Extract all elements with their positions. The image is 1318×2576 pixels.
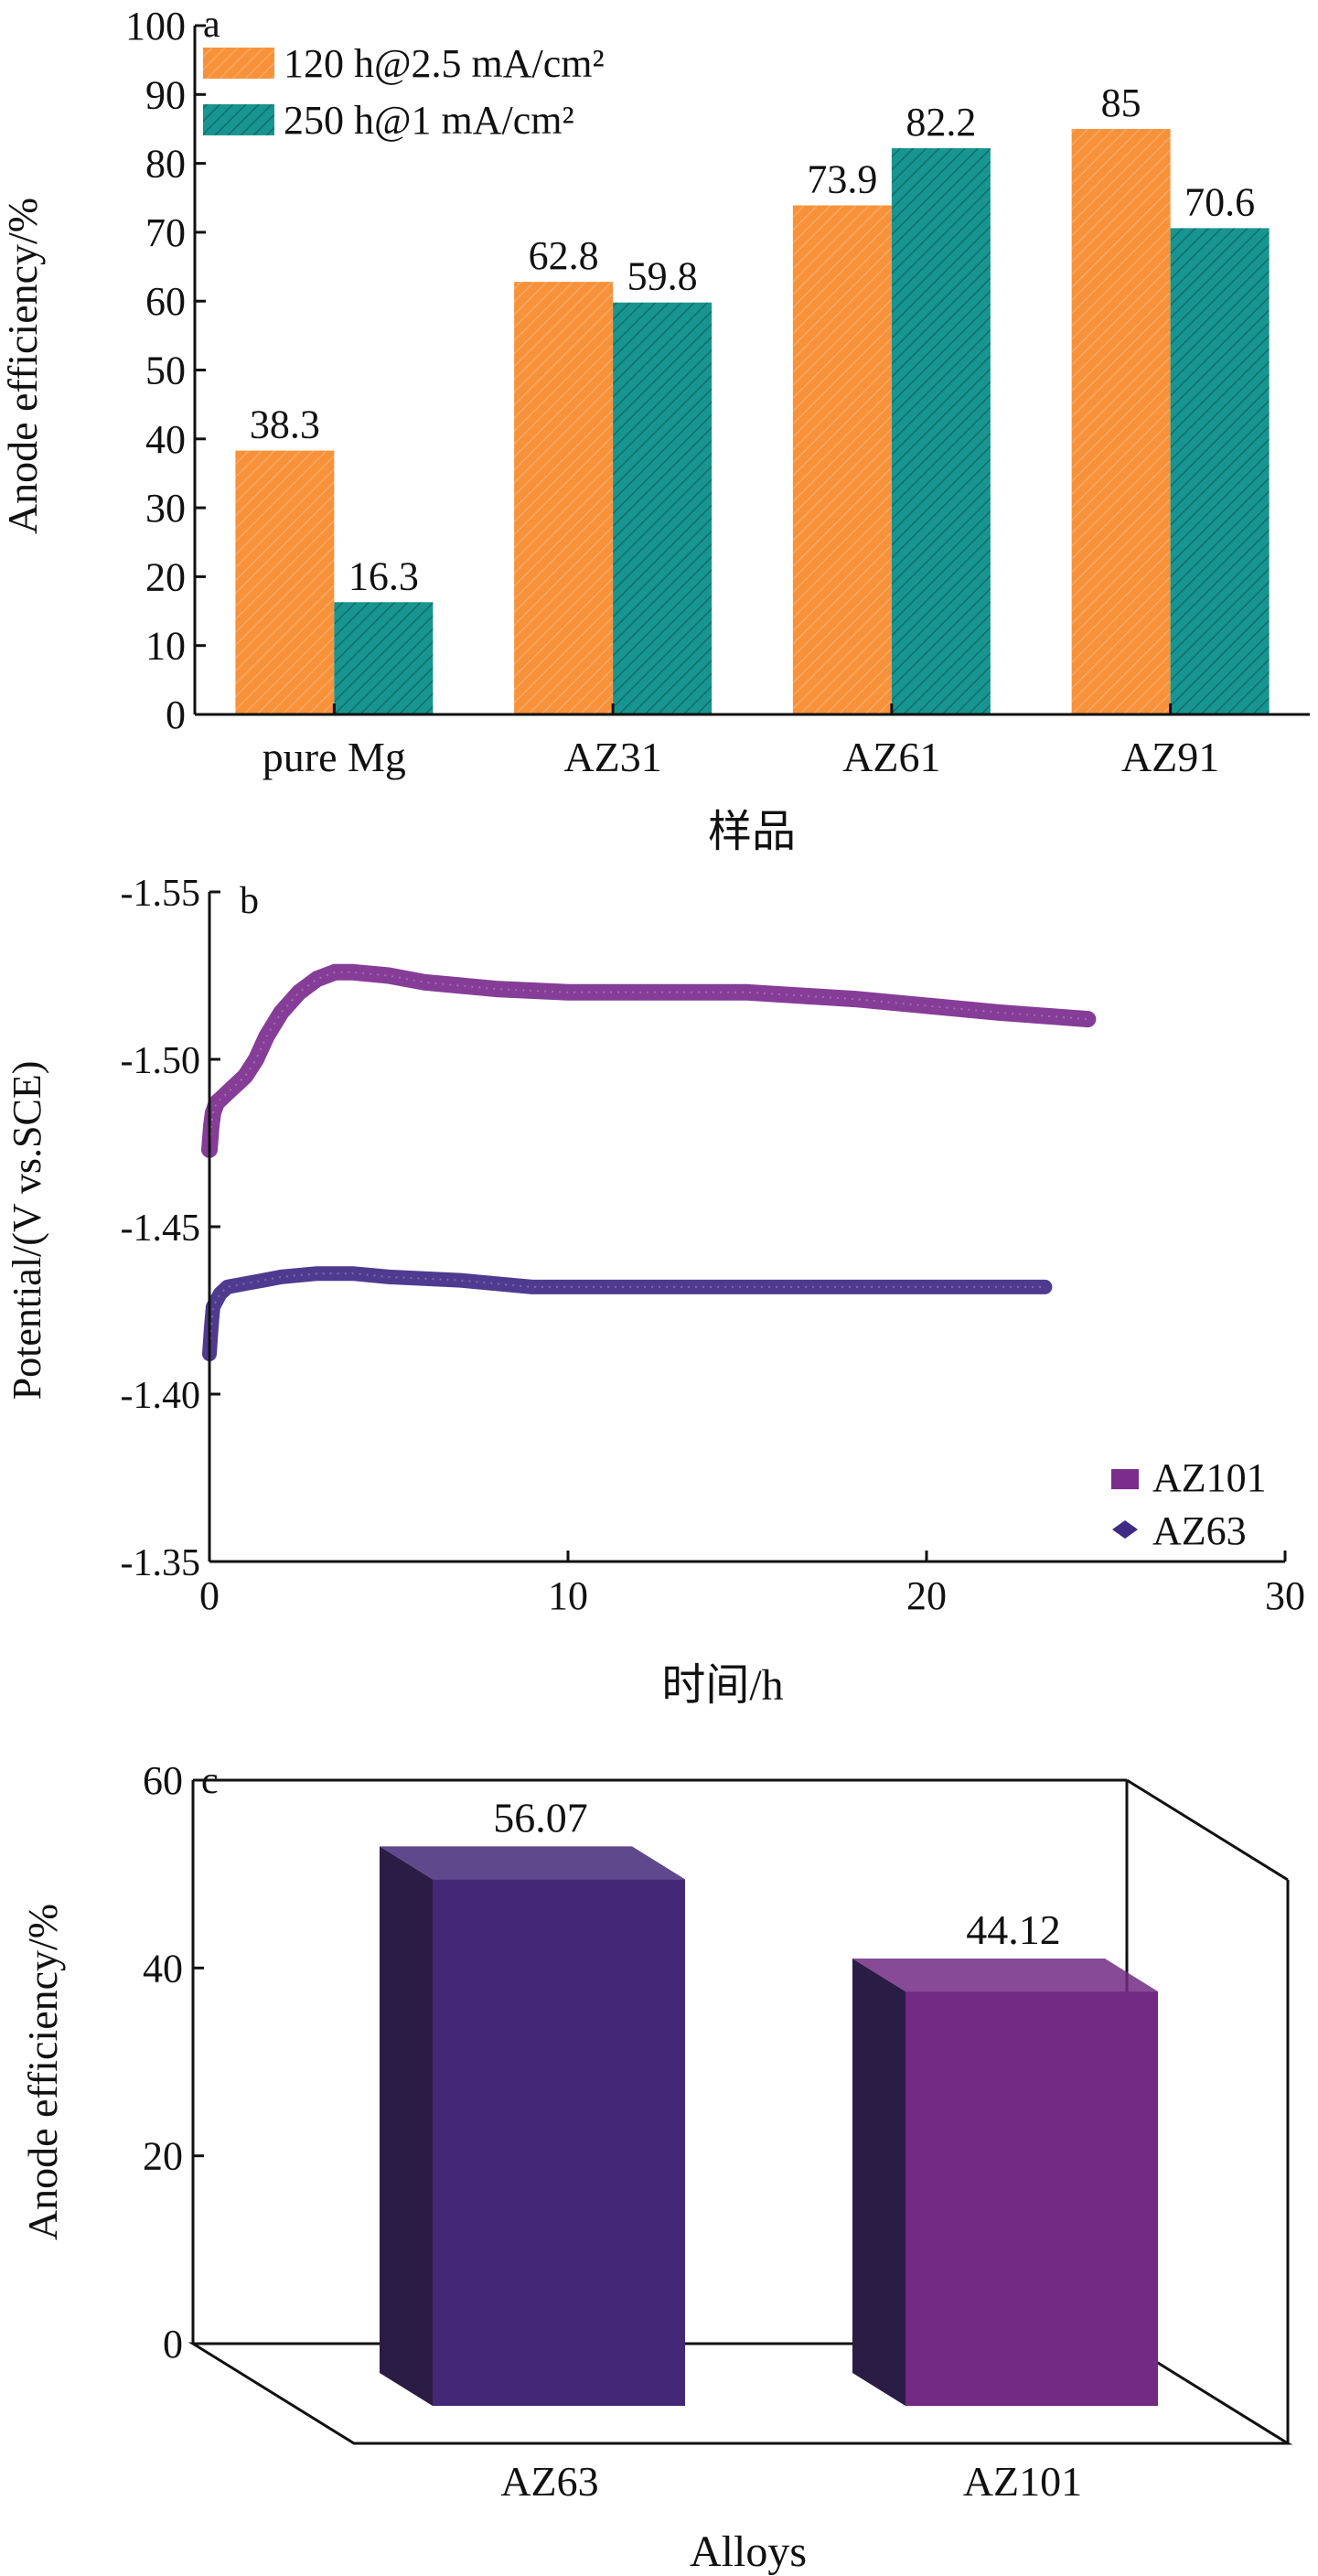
bar3d-side-az63 bbox=[380, 1846, 433, 2406]
data-label-pure-mg-series-1: 38.3 bbox=[250, 402, 320, 447]
y-tick-label-1-55: -1.55 bbox=[121, 873, 201, 915]
legend-swatch-250h bbox=[203, 104, 274, 135]
legend-label-250h: 250 h@1 mA/cm² bbox=[284, 98, 574, 143]
panel-c-y-axis-label: Anode efficiency/% bbox=[19, 1904, 66, 2240]
data-label-az63: 56.07 bbox=[493, 1794, 588, 1841]
y-tick-label-1-50: -1.50 bbox=[121, 1040, 201, 1082]
panel-c-bars bbox=[380, 1846, 1158, 2406]
data-label-az61-series-1: 73.9 bbox=[807, 157, 877, 202]
bar3d-front-az101 bbox=[905, 1991, 1158, 2406]
x-tick-label-pure-mg: pure Mg bbox=[263, 734, 406, 780]
y-tick-label-30: 30 bbox=[145, 486, 186, 531]
legend-swatch-120h bbox=[203, 48, 274, 79]
y-tick-label-1-40: -1.40 bbox=[121, 1375, 201, 1417]
y-tick-label-70: 70 bbox=[145, 210, 186, 255]
panel-b-legend: AZ101 AZ63 bbox=[1111, 1455, 1267, 1553]
bar3d-top-az63 bbox=[380, 1846, 685, 1880]
y-tick-label-40: 40 bbox=[143, 1946, 183, 1991]
bar-az31-series-2 bbox=[613, 302, 713, 714]
data-label-pure-mg-series-2: 16.3 bbox=[348, 553, 419, 598]
bar-pure-mg-series-2 bbox=[334, 602, 434, 714]
panel-a-y-ticks: 0 10 20 30 40 50 60 70 80 90 100 bbox=[125, 4, 206, 737]
y-tick-label-90: 90 bbox=[145, 72, 186, 117]
panel-b-y-axis-label: Potential/(V vs.SCE) bbox=[5, 1061, 49, 1401]
x-tick-label-az31: AZ31 bbox=[563, 734, 661, 780]
series-line-az101 bbox=[201, 963, 1097, 1158]
data-label-az31-series-2: 59.8 bbox=[627, 254, 698, 299]
panel-c-3d-bar-chart: 0 20 40 60 56.07 44.12 AZ63 AZ101 c Anode eff… bbox=[19, 1758, 1293, 2576]
y-tick-label-40: 40 bbox=[145, 417, 186, 462]
x-tick-label-20: 20 bbox=[906, 1573, 947, 1618]
panel-b-x-axis-label: 时间/h bbox=[661, 1661, 783, 1710]
x-tick-label-az61: AZ61 bbox=[842, 734, 940, 780]
bar-az91-series-1 bbox=[1071, 128, 1171, 714]
panel-a-bar-chart: 38.3 16.3 62.8 59.8 73.9 82.2 85 70.6 0 10 20 30 40… bbox=[0, 4, 1310, 856]
bar3d-front-az63 bbox=[433, 1879, 685, 2406]
bar-pure-mg-series-1 bbox=[235, 450, 335, 714]
panel-a-label: a bbox=[203, 4, 220, 46]
panel-b-x-ticks: 0 10 20 30 bbox=[199, 1551, 1305, 1618]
y-tick-label-100: 100 bbox=[125, 4, 186, 48]
y-tick-label-1-45: -1.45 bbox=[121, 1208, 201, 1250]
y-tick-label-0: 0 bbox=[166, 692, 186, 737]
x-tick-label-0: 0 bbox=[199, 1573, 220, 1618]
panel-c-label: c bbox=[201, 1760, 219, 1802]
panel-c-side-top bbox=[1126, 1778, 1289, 1882]
series-line-az63 bbox=[202, 1266, 1053, 1362]
y-tick-label-60: 60 bbox=[145, 279, 186, 324]
y-tick-label-60: 60 bbox=[143, 1758, 183, 1803]
panel-c-x-axis-label: Alloys bbox=[690, 2528, 807, 2576]
panel-c-x-ticks: AZ63 AZ101 bbox=[500, 2458, 1082, 2505]
series-texture-az63 bbox=[209, 1272, 1045, 1355]
legend-marker-az101 bbox=[1111, 1469, 1139, 1489]
panel-b-y-ticks: -1.55 -1.50 -1.45 -1.40 -1.35 bbox=[121, 873, 220, 1584]
bar-az61-series-1 bbox=[792, 205, 892, 714]
legend-marker-az63 bbox=[1112, 1520, 1138, 1539]
panel-c-data-labels: 56.07 44.12 bbox=[493, 1794, 1061, 1953]
legend-label-120h: 120 h@2.5 mA/cm² bbox=[284, 41, 605, 86]
x-tick-label-30: 30 bbox=[1265, 1573, 1305, 1618]
legend-label-az101: AZ101 bbox=[1152, 1455, 1267, 1500]
panel-a-legend: 120 h@2.5 mA/cm² 250 h@1 mA/cm² bbox=[203, 41, 605, 143]
panel-a-bars bbox=[235, 128, 1270, 714]
y-tick-label-20: 20 bbox=[143, 2134, 183, 2179]
bar3d-side-az101 bbox=[852, 1959, 905, 2406]
data-label-az91-series-1: 85 bbox=[1101, 80, 1141, 125]
panel-a-y-axis-label: Anode efficiency/% bbox=[0, 198, 46, 534]
y-tick-label-10: 10 bbox=[145, 624, 186, 669]
panel-a-x-axis-label: 样品 bbox=[708, 808, 796, 856]
x-tick-label-az63: AZ63 bbox=[500, 2458, 598, 2505]
data-label-az61-series-2: 82.2 bbox=[905, 100, 976, 145]
y-tick-label-50: 50 bbox=[145, 349, 186, 393]
panel-c-y-ticks: 0 20 40 60 bbox=[143, 1758, 204, 2367]
x-tick-label-10: 10 bbox=[548, 1573, 588, 1618]
bar-az91-series-2 bbox=[1170, 228, 1270, 714]
panel-b-series bbox=[201, 963, 1097, 1362]
x-tick-label-az91: AZ91 bbox=[1121, 734, 1219, 780]
data-label-az91-series-2: 70.6 bbox=[1184, 179, 1255, 224]
data-label-az101: 44.12 bbox=[966, 1906, 1061, 1953]
bar-az61-series-2 bbox=[891, 148, 991, 714]
data-label-az31-series-1: 62.8 bbox=[529, 233, 599, 278]
legend-label-az63: AZ63 bbox=[1152, 1508, 1247, 1553]
panel-a-x-ticks: pure Mg AZ31 AZ61 AZ91 bbox=[263, 703, 1219, 780]
y-tick-label-80: 80 bbox=[145, 142, 186, 187]
bar3d-top-az101 bbox=[852, 1959, 1158, 1992]
panel-b-line-chart: -1.55 -1.50 -1.45 -1.40 -1.35 0 10 20 30 b Pote… bbox=[5, 873, 1305, 1710]
panel-b-label: b bbox=[240, 880, 259, 922]
y-tick-label-20: 20 bbox=[145, 554, 186, 599]
x-tick-label-az101: AZ101 bbox=[963, 2458, 1082, 2505]
y-tick-label-1-35: -1.35 bbox=[121, 1542, 201, 1584]
bar-az31-series-1 bbox=[514, 282, 614, 714]
y-tick-label-0: 0 bbox=[163, 2322, 183, 2367]
panel-a-data-labels: 38.3 16.3 62.8 59.8 73.9 82.2 85 70.6 bbox=[250, 80, 1255, 598]
